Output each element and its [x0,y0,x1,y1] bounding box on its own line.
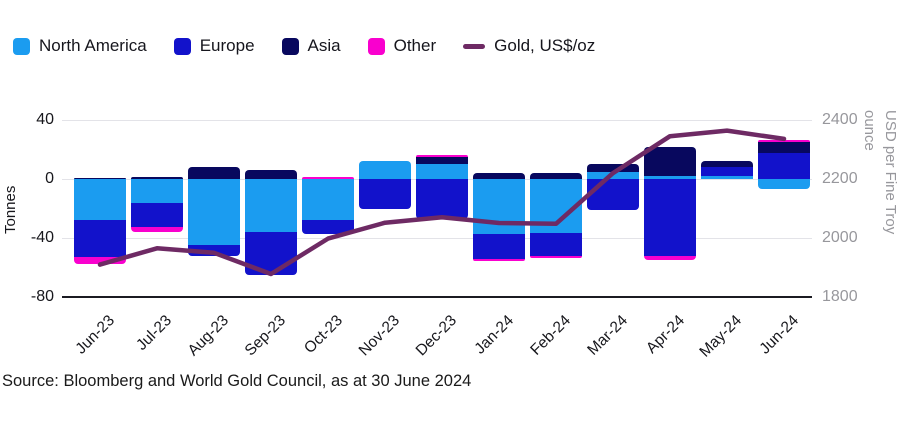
gridline [62,237,812,239]
left-axis-tick: -40 [30,229,54,246]
bar-segment-asia [245,170,297,179]
gridline [62,119,812,121]
bar-segment-europe [473,233,525,259]
bar-segment-other [131,226,183,232]
bar-segment-other [416,154,468,158]
bar-segment-europe [530,233,582,256]
left-axis-tick: -80 [30,288,54,305]
bar-segment-asia [188,167,240,179]
bar-segment-asia [131,176,183,179]
bar-segment-asia [587,164,639,172]
bar-segment-europe [245,232,297,275]
bar-segment-other [473,258,525,261]
left-axis-tick: 40 [36,111,54,128]
bar-segment-europe [758,153,810,179]
left-axis-tick: 0 [45,170,54,187]
bar-segment-europe [188,245,240,256]
bar-segment-north-america [587,171,639,179]
legend-label: North America [39,36,147,55]
gold-line-dash-icon [463,43,486,49]
bar-segment-north-america [473,179,525,234]
bar-segment-europe [701,167,753,176]
bar-segment-other [644,255,696,261]
north-america-swatch-icon [13,37,30,55]
bar-segment-asia [74,177,126,179]
legend-item-gold-line: Gold, US$/oz [463,36,595,56]
bar-segment-asia [701,160,753,168]
asia-swatch-icon [281,37,299,55]
bar-segment-north-america [131,179,183,203]
bar-segment-north-america [701,175,753,179]
bar-segment-north-america [188,179,240,246]
legend-item-europe: Europe [173,36,255,56]
bar-segment-europe [131,202,183,227]
bar-segment-north-america [302,179,354,221]
bar-segment-asia [530,173,582,179]
gridline [62,296,812,298]
right-axis-tick: 2200 [822,170,858,187]
europe-swatch-icon [173,37,191,55]
bar-segment-asia [473,172,525,179]
legend-label: Europe [199,36,255,55]
legend-label: Other [393,36,437,55]
bar-segment-asia [644,146,696,177]
source-note: Source: Bloomberg and World Gold Council… [2,372,472,390]
bar-segment-north-america [74,179,126,221]
chart-legend: North America Europe Asia Other Gold, US… [13,36,595,56]
bar-segment-europe [587,179,639,210]
legend-label: Gold, US$/oz [494,36,596,55]
bar-segment-other [74,257,126,264]
bar-segment-europe [74,220,126,258]
bar-segment-north-america [530,179,582,234]
legend-item-north-america: North America [13,36,147,56]
bar-segment-europe [644,179,696,256]
left-axis-title: Tonnes [2,185,19,235]
legend-label: Asia [307,36,341,55]
bar-segment-north-america [416,163,468,179]
bar-segment-asia [416,157,468,164]
right-axis-tick: 2000 [822,229,858,246]
bar-segment-other [530,255,582,258]
right-axis-title: USD per Fine Troy ounce [861,110,899,235]
bar-segment-north-america [245,179,297,233]
right-axis-tick: 2400 [822,111,858,128]
bar-segment-europe [302,220,354,235]
right-axis-tick: 1800 [822,288,858,305]
bar-segment-north-america [758,179,810,189]
other-swatch-icon [367,37,385,55]
bar-segment-other [758,139,810,142]
legend-item-other: Other [367,36,437,56]
legend-item-asia: Asia [281,36,341,56]
bar-segment-europe [416,179,468,219]
bar-segment-north-america [359,161,411,179]
bar-segment-asia [758,141,810,154]
bar-segment-other [302,177,354,179]
bar-segment-europe [359,179,411,209]
